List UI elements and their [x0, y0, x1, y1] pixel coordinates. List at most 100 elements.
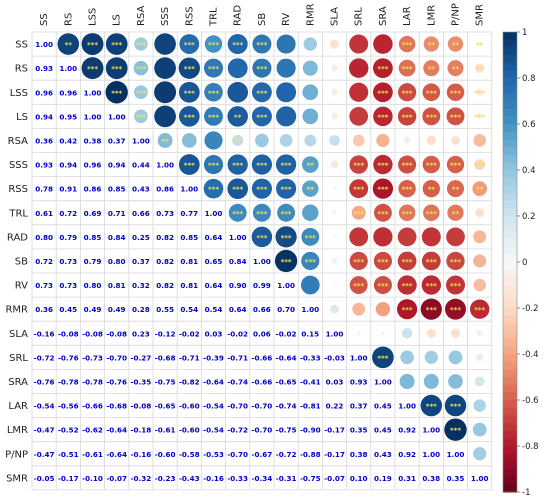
correlation-value: -0.43 [179, 474, 200, 483]
correlation-circle [332, 187, 337, 191]
correlation-value: -0.72 [276, 450, 297, 459]
correlation-value: 1.00 [301, 305, 319, 314]
correlation-value: -0.64 [276, 353, 297, 362]
correlation-value: 1.00 [229, 233, 247, 242]
correlation-circle [331, 89, 338, 96]
correlation-circle [352, 134, 365, 147]
significance-stars: ** [476, 65, 484, 73]
correlation-circle [421, 251, 441, 271]
colorbar-segment [503, 101, 517, 110]
correlation-value: 0.28 [132, 305, 150, 314]
correlation-value: 0.37 [108, 136, 126, 145]
row-label: RAD [7, 232, 28, 243]
significance-stars: *** [402, 89, 413, 97]
colorbar-segment [503, 108, 517, 117]
significance-stars: *** [377, 162, 388, 170]
significance-stars: *** [135, 113, 146, 121]
correlation-value: 0.96 [59, 88, 77, 97]
correlation-value: -0.52 [58, 426, 79, 435]
colorbar-segment [503, 39, 517, 48]
correlation-circle [204, 82, 223, 102]
significance-stars: *** [474, 113, 485, 121]
correlation-value: -0.31 [276, 474, 297, 483]
row-label: P/NP [5, 449, 28, 460]
correlation-value: -0.17 [324, 426, 345, 435]
colorbar-tick-label: 1 [522, 28, 527, 38]
correlation-value: -0.88 [300, 450, 321, 459]
significance-stars: *** [281, 162, 292, 170]
significance-stars: *** [402, 186, 413, 194]
row-label: RSA [8, 136, 28, 147]
correlation-circle [373, 154, 393, 175]
correlation-circle [397, 275, 417, 295]
correlation-value: -0.67 [252, 450, 273, 459]
significance-stars: *** [184, 89, 195, 97]
correlation-value: 1.00 [180, 185, 198, 194]
significance-stars: *** [402, 162, 413, 170]
correlation-circle [399, 373, 415, 389]
colorbar-segment [503, 346, 517, 355]
correlation-value: 0.32 [132, 281, 150, 290]
correlation-circle [398, 155, 417, 174]
correlation-value: -0.64 [203, 377, 224, 386]
correlation-circle [154, 57, 176, 80]
correlation-circle [330, 304, 339, 314]
significance-stars: *** [208, 186, 219, 194]
significance-stars: ** [476, 41, 484, 49]
correlation-circle [373, 251, 392, 271]
significance-stars: *** [402, 258, 413, 266]
correlation-value: -0.27 [131, 353, 152, 362]
correlation-circle [332, 235, 337, 239]
significance-stars: *** [256, 41, 267, 49]
correlation-value: 0.90 [229, 281, 247, 290]
correlation-value: -0.17 [58, 474, 79, 483]
colorbar-segment [503, 308, 517, 317]
correlation-value: 0.95 [59, 112, 77, 121]
correlation-circle [251, 226, 273, 248]
correlation-circle [421, 227, 441, 247]
correlation-value: 0.93 [35, 64, 53, 73]
colorbar-tick-label: 0.8 [522, 74, 536, 84]
correlation-circle [446, 107, 465, 126]
row-label: LAR [8, 401, 28, 412]
correlation-value: 0.86 [84, 185, 102, 194]
correlation-value: -0.72 [34, 353, 55, 362]
correlation-value: 0.43 [132, 185, 150, 194]
correlation-circle [426, 328, 436, 338]
correlation-circle [252, 203, 271, 222]
significance-stars: ** [428, 41, 436, 49]
correlation-value: 1.00 [84, 112, 102, 121]
colorbar-tick-label: 0.4 [522, 166, 536, 176]
correlation-circle [373, 82, 393, 103]
correlation-value: 0.45 [374, 402, 392, 411]
correlation-value: 0.73 [59, 281, 77, 290]
correlation-circle [105, 81, 128, 104]
correlation-circle [446, 227, 465, 247]
significance-stars: ** [452, 186, 460, 194]
colorbar-segment [503, 446, 517, 455]
correlation-value: 0.80 [35, 233, 53, 242]
significance-stars: *** [450, 403, 461, 411]
correlation-value: 0.35 [447, 474, 465, 483]
correlation-circle [57, 33, 80, 55]
correlation-circle [276, 82, 297, 103]
correlation-value: 0.36 [35, 136, 53, 145]
correlation-value: 1.00 [447, 450, 465, 459]
correlation-value: -0.76 [34, 377, 55, 386]
significance-stars: *** [232, 41, 243, 49]
correlation-value: 1.00 [132, 136, 150, 145]
significance-stars: *** [135, 89, 146, 97]
correlation-value: 0.37 [350, 402, 368, 411]
correlation-value: 0.94 [59, 161, 77, 170]
correlation-value: 0.66 [253, 305, 271, 314]
correlation-value: -0.02 [227, 329, 248, 338]
correlation-value: -0.82 [179, 377, 200, 386]
correlation-value: -0.68 [106, 402, 127, 411]
correlation-value: -0.08 [106, 329, 127, 338]
colorbar-segment [503, 469, 517, 478]
correlation-value: 1.00 [422, 426, 440, 435]
significance-stars: *** [402, 65, 413, 73]
correlation-value: -0.35 [131, 377, 152, 386]
colorbar-segment [503, 78, 517, 87]
correlation-value: -0.75 [276, 426, 297, 435]
